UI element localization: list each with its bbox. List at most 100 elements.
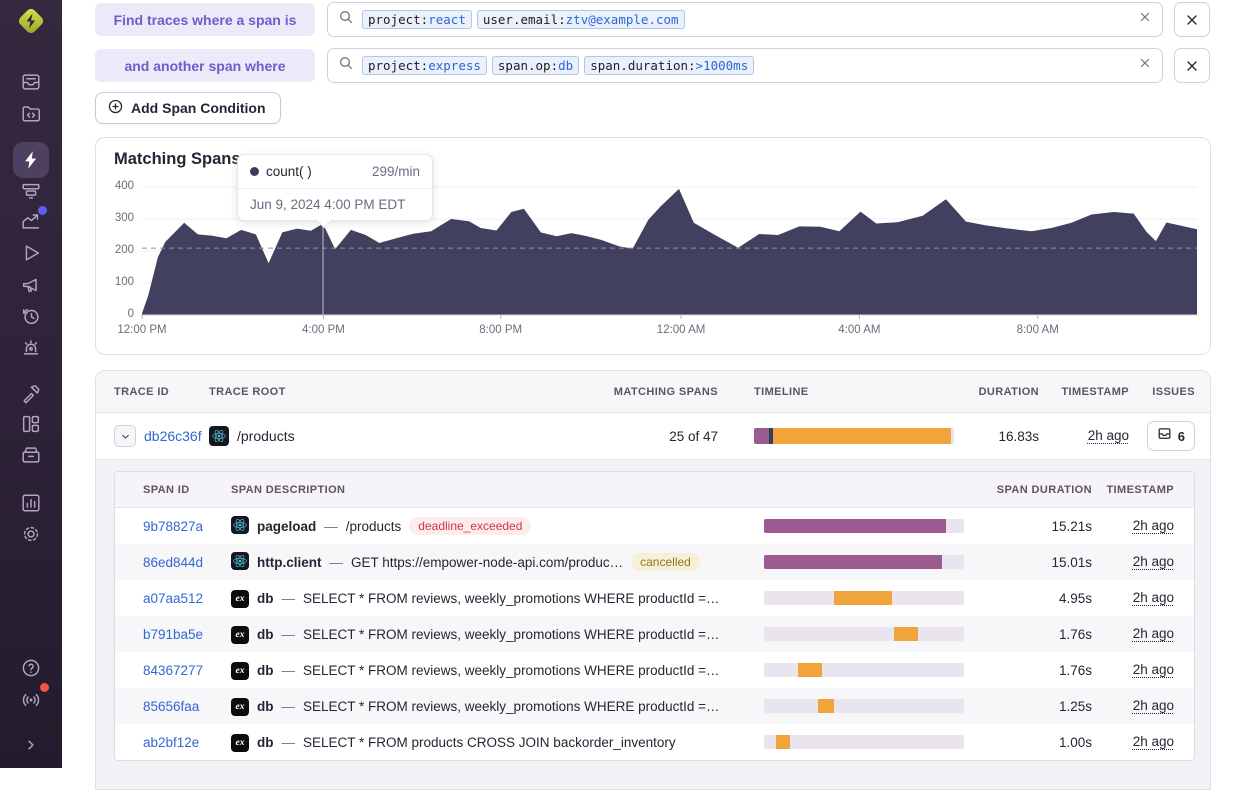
sidebar-alerts-icon[interactable] (13, 329, 49, 365)
span-id-link[interactable]: b791ba5e (143, 626, 204, 642)
sidebar-discover-icon[interactable] (13, 376, 49, 412)
y-axis-tick-label: 200 (114, 244, 134, 256)
trace-timeline-bar (754, 428, 954, 444)
sidebar-whats-new-icon[interactable] (13, 682, 49, 718)
status-badge: cancelled (631, 553, 700, 571)
col-timestamp: Timestamp (1061, 385, 1129, 398)
collapse-trace-chevron-icon[interactable] (114, 425, 136, 447)
duration-segment (818, 699, 834, 713)
issues-icon (1157, 426, 1172, 446)
col-span-id: Span ID (143, 483, 190, 496)
col-span-timestamp: Timestamp (1106, 483, 1174, 496)
sidebar-stats-icon[interactable] (13, 485, 49, 521)
chart-title: Matching Spans (114, 150, 241, 168)
x-axis-tick-label: 8:00 PM (479, 324, 523, 336)
span-duration-bar (764, 555, 964, 569)
issues-count: 6 (1177, 428, 1185, 444)
react-icon (231, 515, 249, 534)
span-id-link[interactable]: 9b78827a (143, 518, 204, 534)
span-id-link[interactable]: 86ed844d (143, 554, 204, 570)
separator: — (324, 518, 338, 534)
span-table-row: 85656faa ex db — SELECT * FROM reviews, … (115, 688, 1194, 724)
separator: — (281, 698, 296, 714)
status-badge: deadline_exceeded (409, 517, 532, 535)
react-icon (209, 426, 229, 446)
span-table: Span ID Span Description Span Duration T… (114, 471, 1195, 761)
span-timestamp: 2h ago (1132, 590, 1174, 605)
separator: — (329, 554, 344, 570)
span-id-link[interactable]: 85656faa (143, 698, 200, 714)
sidebar-profiling-icon[interactable] (13, 173, 49, 209)
duration-segment (764, 519, 946, 533)
span-table-row: ab2bf12e ex db — SELECT * FROM products … (115, 724, 1194, 760)
express-icon: ex (231, 626, 249, 644)
span-duration-bar (764, 519, 964, 533)
clear-search-icon-1[interactable] (1138, 10, 1152, 29)
span-duration: 4.95s (1058, 590, 1092, 606)
y-axis-tick-label: 400 (114, 180, 134, 192)
duration-segment (798, 663, 822, 677)
span-table-row: 84367277 ex db — SELECT * FROM reviews, … (115, 652, 1194, 688)
express-icon: ex (231, 734, 249, 752)
delete-condition-button-1[interactable] (1174, 2, 1210, 37)
add-span-condition-button[interactable]: Add Span Condition (95, 92, 281, 124)
sidebar-crons-icon[interactable] (13, 298, 49, 334)
span-table-row: b791ba5e ex db — SELECT * FROM reviews, … (115, 616, 1194, 652)
trace-duration: 16.83s (998, 428, 1039, 444)
sidebar-projects-icon[interactable] (13, 437, 49, 473)
span-description: SELECT * FROM reviews, weekly_promotions… (303, 590, 720, 606)
span-timestamp: 2h ago (1132, 554, 1174, 569)
express-icon: ex (231, 662, 249, 680)
insights-notification-dot (38, 206, 47, 215)
span-search-input-1[interactable]: project: react user.email: ztv@example.com (327, 2, 1163, 37)
span-op: http.client (257, 554, 322, 570)
and-another-span-label: and another span where (95, 49, 315, 82)
x-axis-tick-label: 4:00 AM (838, 324, 881, 336)
trace-row: db26c36f /products 25 of 47 16.83s 2h ag… (96, 413, 1210, 460)
sidebar-help-icon[interactable] (13, 650, 49, 686)
span-id-link[interactable]: a07aa512 (143, 590, 204, 606)
sidebar-traces-icon[interactable] (13, 142, 49, 178)
sidebar-collapse-icon[interactable] (13, 727, 49, 763)
x-axis-labels: 12:00 PM 4:00 PM 8:00 PM 12:00 AM 4:00 AM 8:0… (117, 324, 1197, 338)
span-table-row: 9b78827a pageload — /products deadline_e… (115, 508, 1194, 544)
clear-search-icon-2[interactable] (1138, 56, 1152, 75)
y-axis-tick-label: 300 (114, 212, 134, 224)
filter-token[interactable]: project: react (362, 10, 472, 29)
filter-token[interactable]: span.op: db (491, 56, 580, 75)
filter-token[interactable]: span.duration: >1000ms (584, 56, 755, 75)
traces-table: Trace ID Trace Root Matching Spans Timel… (95, 370, 1211, 790)
span-search-input-2[interactable]: project: express span.op: db span.duration: >… (327, 48, 1163, 83)
app-logo-icon[interactable] (14, 4, 48, 38)
sidebar-replays-icon[interactable] (13, 235, 49, 271)
filter-tokens-2: project: express span.op: db span.duration: >… (362, 56, 1132, 75)
span-description: SELECT * FROM products CROSS JOIN backor… (303, 734, 676, 750)
col-duration: Duration (978, 385, 1039, 398)
filter-token[interactable]: user.email: ztv@example.com (476, 10, 685, 29)
sidebar-settings-icon[interactable] (13, 516, 49, 552)
span-duration: 15.21s (1051, 518, 1092, 534)
tooltip-timestamp: Jun 9, 2024 4:00 PM EDT (250, 197, 406, 212)
span-timestamp: 2h ago (1132, 626, 1174, 641)
span-table-row: 86ed844d http.client — GET https://empow… (115, 544, 1194, 580)
span-id-link[interactable]: 84367277 (143, 662, 204, 678)
col-trace-id: Trace ID (114, 385, 170, 398)
sidebar-issues-icon[interactable] (13, 64, 49, 100)
filter-token[interactable]: project: express (362, 56, 487, 75)
express-icon: ex (231, 698, 249, 716)
x-axis-tick-label: 12:00 AM (656, 324, 706, 336)
span-duration-bar (764, 699, 964, 713)
span-id-link[interactable]: ab2bf12e (143, 734, 200, 750)
delete-condition-button-2[interactable] (1174, 48, 1210, 83)
sidebar-feedback-icon[interactable] (13, 267, 49, 303)
col-matching-spans: Matching Spans (613, 385, 718, 398)
search-icon (338, 55, 354, 76)
trace-id-link[interactable]: db26c36f (144, 428, 202, 444)
sidebar-dashboards-icon[interactable] (13, 406, 49, 442)
span-description: SELECT * FROM reviews, weekly_promotions… (303, 698, 720, 714)
trace-issues-badge[interactable]: 6 (1146, 421, 1195, 451)
sidebar-explore-icon[interactable] (13, 96, 49, 132)
series-dot-icon (250, 167, 259, 176)
col-span-description: Span Description (231, 483, 346, 496)
sidebar-insights-icon[interactable] (13, 203, 49, 239)
